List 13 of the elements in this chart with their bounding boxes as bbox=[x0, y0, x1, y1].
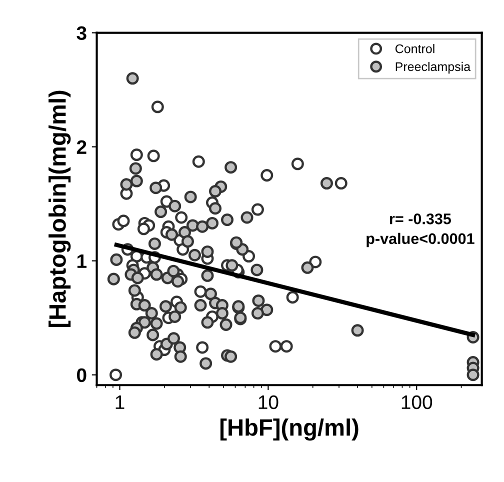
y-tick-label: 3 bbox=[76, 26, 86, 40]
x-tick-label: 10 bbox=[258, 395, 278, 410]
annotation: r= -0.335 bbox=[390, 213, 452, 224]
legend-label: Preeclampsia bbox=[396, 62, 471, 74]
y-tick-label: 2 bbox=[76, 140, 86, 154]
x-tick-label: 1 bbox=[116, 396, 124, 409]
y-tick-label: 1 bbox=[77, 254, 87, 268]
x-axis-title: [HbF](ng/ml) bbox=[220, 418, 358, 441]
y-axis-title: [Haptoglobin](mg/ml) bbox=[48, 90, 71, 327]
legend-label: Control bbox=[395, 44, 434, 54]
annotation: p-value<0.0001 bbox=[366, 232, 474, 248]
x-tick-label: 100 bbox=[402, 395, 432, 410]
y-tick-label: 0 bbox=[77, 368, 86, 382]
